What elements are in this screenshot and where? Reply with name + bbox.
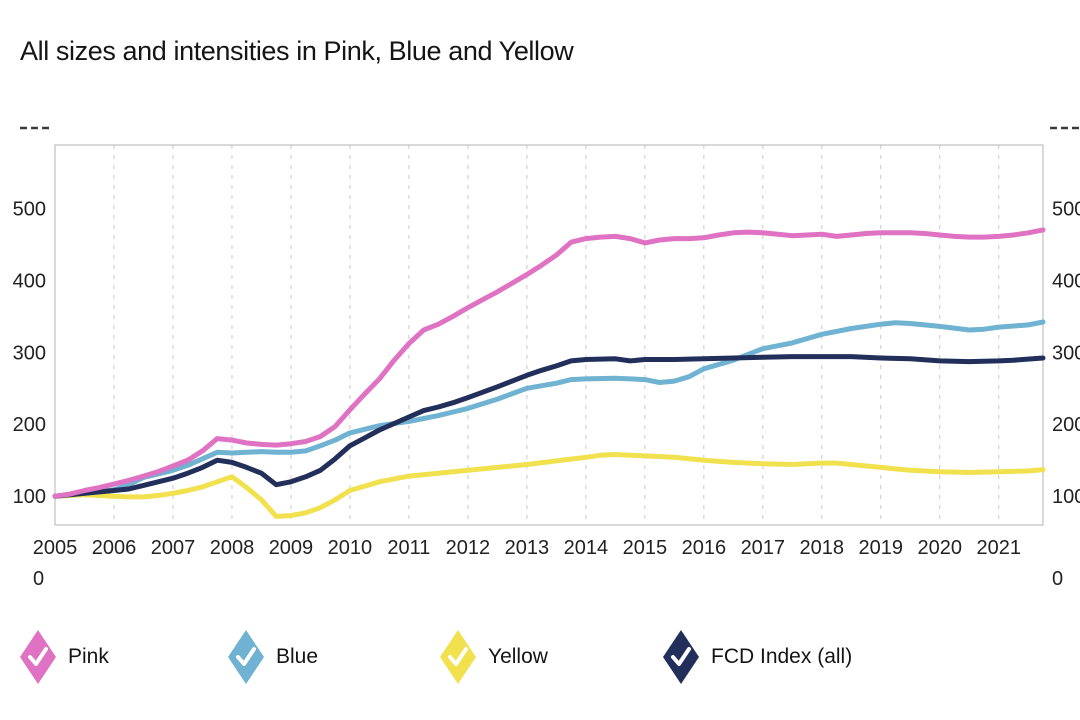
gridlines (113, 145, 1000, 525)
x-label-2018: 2018 (800, 537, 845, 559)
y-tick-left-200: 200 (13, 414, 46, 436)
x-label-2015: 2015 (623, 537, 668, 559)
y-tick-left-300: 300 (13, 342, 46, 364)
legend-diamond-check-icon (663, 630, 699, 684)
legend-label: FCD Index (all) (711, 645, 853, 668)
x-label-2021: 2021 (977, 537, 1022, 559)
x-label-2013: 2013 (505, 537, 550, 559)
y-tick-right-400: 400 (1052, 270, 1080, 292)
y-zero-label-right: 0 (1052, 568, 1063, 590)
y-tick-left-400: 400 (13, 270, 46, 292)
check-icon (671, 647, 691, 666)
diamond-shape (663, 630, 699, 684)
check-icon (28, 647, 48, 666)
chart-title: All sizes and intensities in Pink, Blue … (20, 36, 574, 66)
series-lines (52, 227, 1046, 519)
legend-diamond-check-icon (440, 630, 476, 684)
series-line-blue (52, 319, 1046, 499)
x-label-2019: 2019 (859, 537, 904, 559)
y-tick-right-500: 500 (1052, 198, 1080, 220)
x-label-2008: 2008 (210, 537, 255, 559)
y-tick-right-100: 100 (1052, 486, 1080, 508)
x-label-2005: 2005 (33, 537, 78, 559)
x-label-2009: 2009 (269, 537, 314, 559)
plot-border (54, 144, 1044, 526)
legend-item-fcd-index-all[interactable]: FCD Index (all) (663, 628, 852, 686)
series-line-yellow (52, 452, 1046, 519)
x-label-2010: 2010 (328, 537, 373, 559)
legend-label: Yellow (488, 645, 548, 668)
legend-item-yellow[interactable]: Yellow (440, 628, 548, 686)
legend-diamond-check-icon (228, 630, 264, 684)
x-label-2020: 2020 (918, 537, 963, 559)
y-axis-ticks: 100 100 200 200 300 300 400 400 500 500 (13, 198, 1080, 508)
x-label-2012: 2012 (446, 537, 491, 559)
x-label-2007: 2007 (151, 537, 196, 559)
y-tick-right-200: 200 (1052, 414, 1080, 436)
x-axis-labels: 2005 2006 2007 2008 2009 2010 2011 2012 2013 2014… (33, 537, 1021, 559)
check-icon (236, 647, 256, 666)
x-label-2017: 2017 (741, 537, 786, 559)
y-tick-right-300: 300 (1052, 342, 1080, 364)
x-label-2016: 2016 (682, 537, 727, 559)
x-label-2011: 2011 (387, 537, 430, 559)
y-tick-left-500: 500 (13, 198, 46, 220)
diamond-shape (440, 630, 476, 684)
check-icon (448, 647, 468, 666)
y-tick-left-100: 100 (13, 486, 46, 508)
legend-label: Pink (68, 645, 109, 668)
diamond-shape (228, 630, 264, 684)
y-zero-label-left: 0 (33, 568, 44, 590)
series-line-fcd-index-all (52, 354, 1046, 499)
legend-item-blue[interactable]: Blue (228, 628, 318, 686)
x-label-2014: 2014 (564, 537, 609, 559)
diamond-shape (20, 630, 56, 684)
legend-label: Blue (276, 645, 319, 668)
series-line-pink (52, 227, 1046, 499)
x-label-2006: 2006 (92, 537, 137, 559)
legend-diamond-check-icon (20, 630, 56, 684)
legend-item-pink[interactable]: Pink (20, 628, 109, 686)
chart-legend: Pink Blue Yellow FCD Index (all) (0, 628, 1080, 692)
